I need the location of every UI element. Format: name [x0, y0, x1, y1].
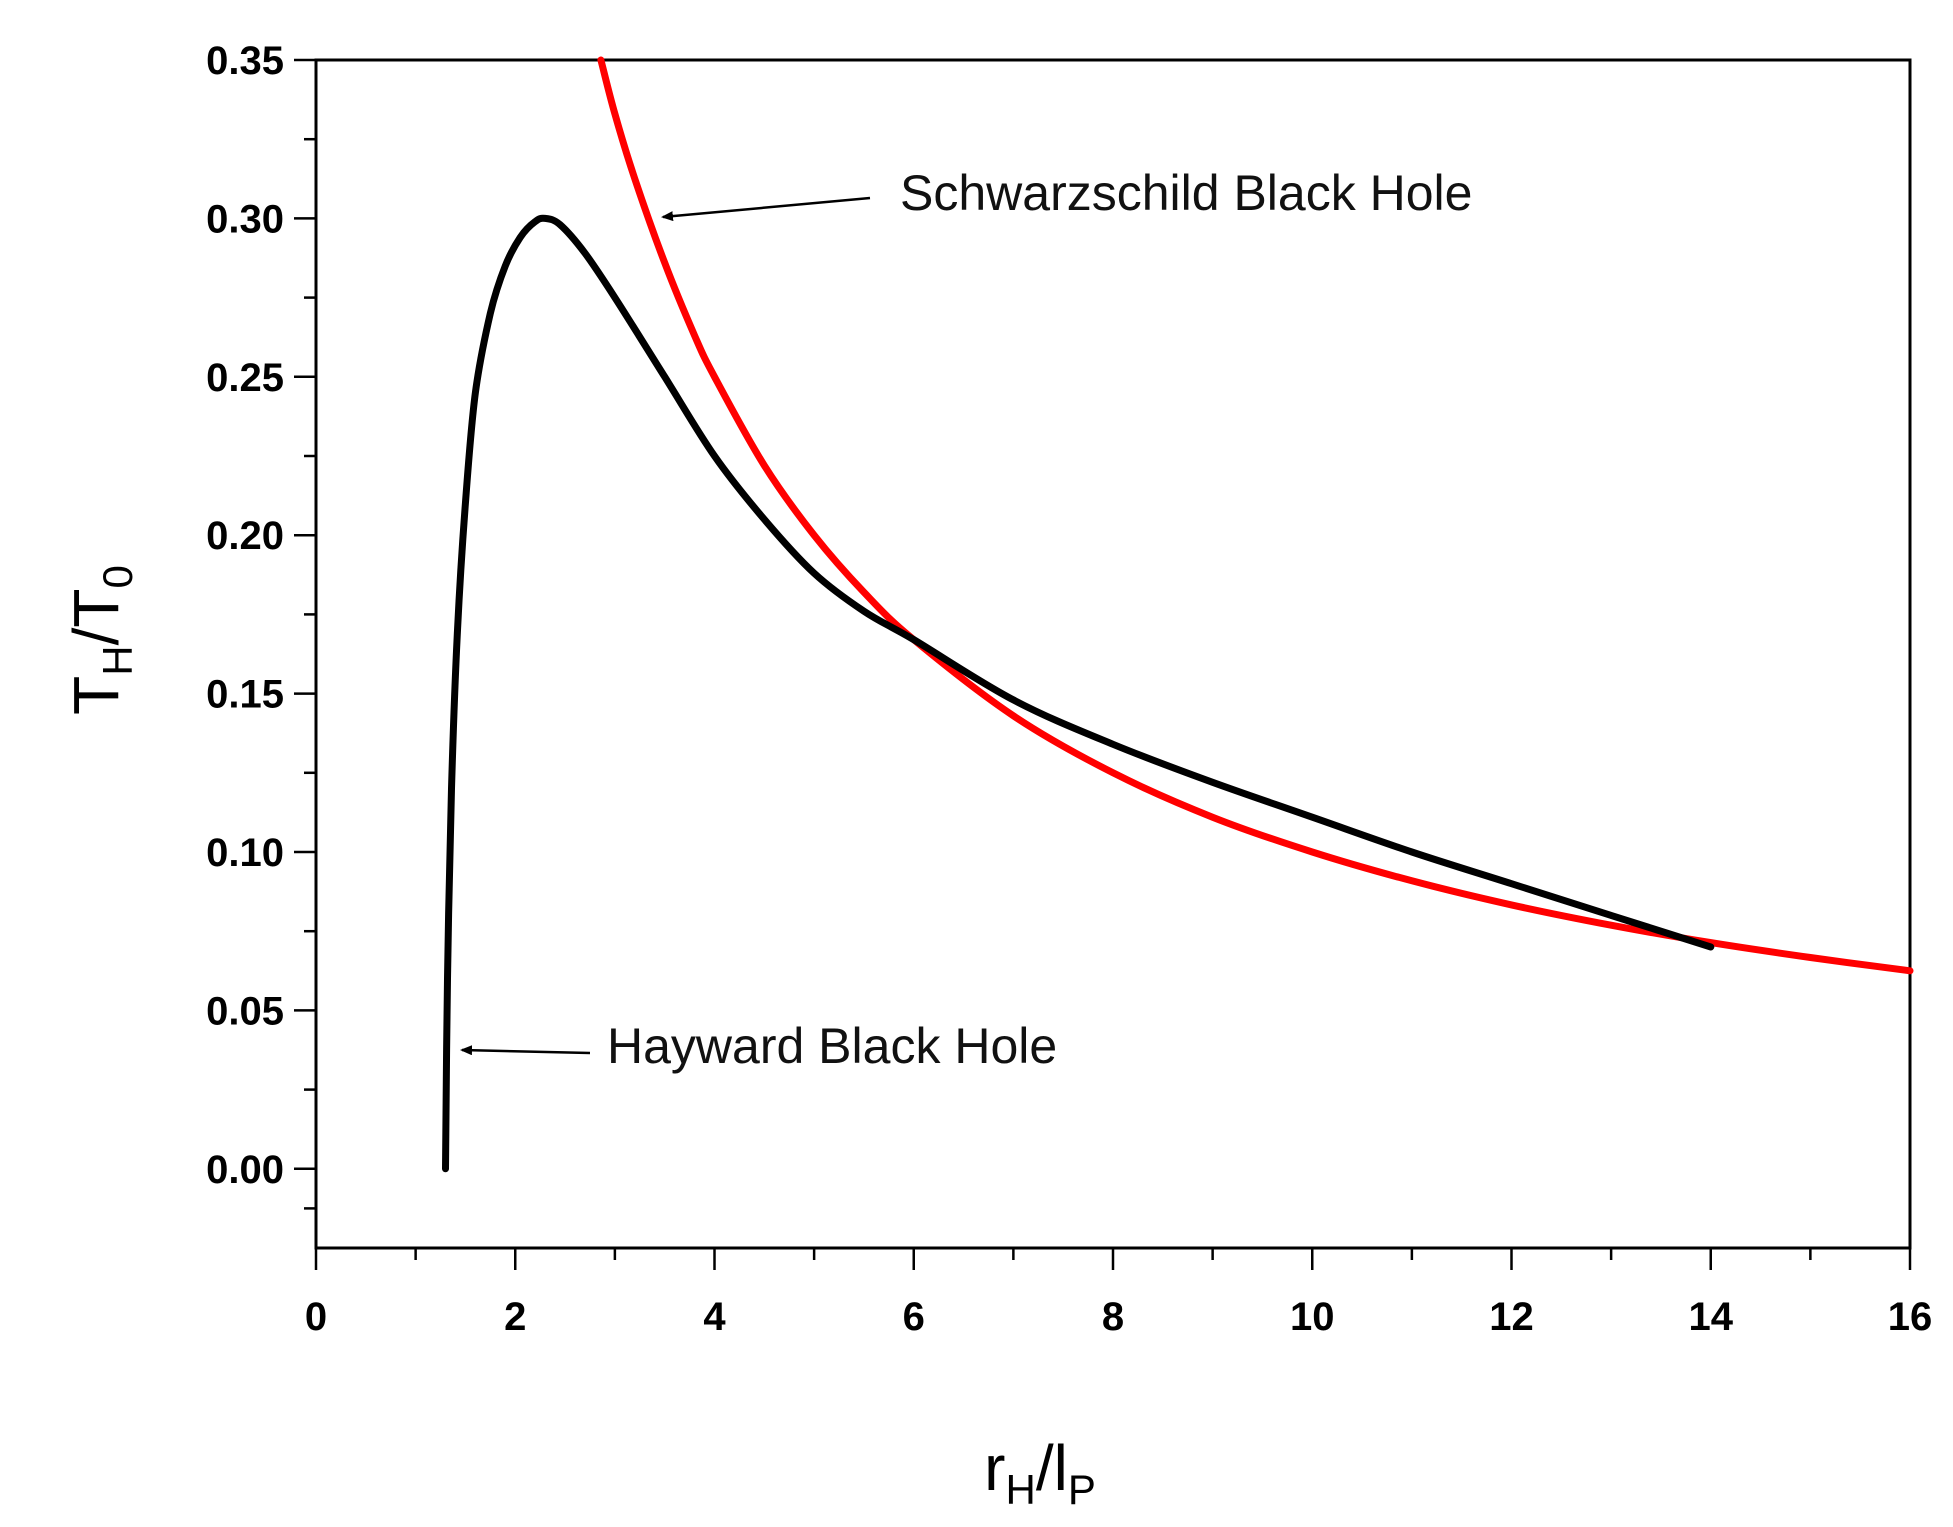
annotation-schwarzschild: Schwarzschild Black Hole	[661, 165, 1472, 222]
y-tick-label: 0.05	[206, 989, 284, 1033]
y-axis-title-sub2: 0	[94, 565, 141, 588]
annotation-hayward: Hayward Black Hole	[460, 1018, 1057, 1074]
x-tick-label: 0	[305, 1295, 327, 1339]
y-axis-title-sep: /T	[60, 589, 132, 646]
x-tick-label: 2	[504, 1295, 526, 1339]
y-axis-title-main: T	[60, 676, 132, 715]
plot-frame	[314, 58, 1912, 1250]
y-tick-label: 0.20	[206, 514, 284, 558]
y-axis-ticks: 0.00 0.05 0.10 0.15 0.20 0.25 0.30 0.35	[206, 39, 316, 1210]
y-axis-title-sub1: H	[94, 645, 141, 675]
x-axis-title-sep: /l	[1036, 1432, 1068, 1504]
annotation-label-schwarzschild: Schwarzschild Black Hole	[900, 165, 1472, 221]
annotation-label-hayward: Hayward Black Hole	[607, 1018, 1057, 1074]
x-axis-title-main: r	[984, 1432, 1005, 1504]
y-tick-label: 0.30	[206, 197, 284, 241]
y-tick-label: 0.10	[206, 831, 284, 875]
x-tick-label: 6	[903, 1295, 925, 1339]
annotation-arrow-hayward	[460, 1045, 591, 1056]
x-tick-label: 4	[703, 1295, 726, 1339]
series-layer	[442, 56, 1914, 1173]
x-axis-title-sub1: H	[1005, 1466, 1035, 1513]
series-line-hayward	[442, 214, 1715, 1173]
x-tick-label: 10	[1290, 1295, 1335, 1339]
y-axis-title: TH/T0	[60, 565, 141, 715]
x-tick-label: 8	[1102, 1295, 1124, 1339]
x-axis-title: rH/lP	[984, 1432, 1096, 1513]
x-tick-label: 12	[1489, 1295, 1534, 1339]
x-tick-label: 14	[1689, 1295, 1734, 1339]
y-tick-label: 0.25	[206, 356, 284, 400]
x-axis-ticks: 0 2 4 6 8 10 12 14 16	[305, 1248, 1932, 1339]
x-tick-label: 16	[1888, 1295, 1933, 1339]
x-axis-title-sub2: P	[1068, 1466, 1096, 1513]
series-line-schwarzschild	[597, 56, 1914, 975]
y-tick-label: 0.15	[206, 673, 284, 717]
annotation-arrow-schwarzschild	[661, 196, 871, 222]
y-tick-label: 0.35	[206, 39, 284, 83]
y-tick-label: 0.00	[206, 1148, 284, 1192]
